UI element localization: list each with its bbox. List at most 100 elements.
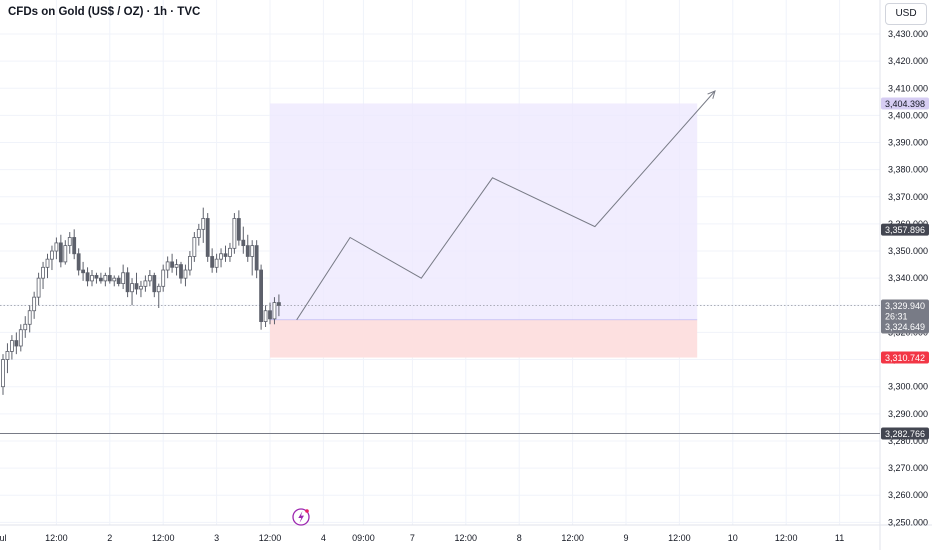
candle: [245, 245, 250, 257]
x-tick-label: ul: [0, 533, 7, 543]
x-tick-label: 7: [410, 533, 415, 543]
y-tick-label: 3,390.000: [888, 138, 928, 148]
chart-title[interactable]: CFDs on Gold (US$ / OZ) · 1h · TVC: [8, 6, 201, 18]
candle: [170, 261, 175, 268]
support-price-badge[interactable]: [881, 427, 929, 440]
x-tick-label: 4: [321, 533, 326, 543]
target-price-badge[interactable]: [881, 97, 929, 110]
candle: [210, 256, 215, 268]
candle: [63, 245, 68, 263]
lightning-icon[interactable]: [292, 508, 310, 526]
candle: [183, 269, 188, 279]
candle: [90, 275, 94, 282]
candle: [152, 275, 157, 293]
candle: [45, 258, 50, 268]
candle: [156, 285, 161, 293]
candle: [67, 237, 72, 247]
candle: [228, 247, 232, 257]
candle: [205, 218, 210, 257]
y-tick-label: 3,300.000: [888, 382, 928, 392]
y-tick-label: 3,420.000: [888, 56, 928, 66]
candle: [241, 239, 246, 247]
candle: [112, 277, 117, 282]
candle: [18, 329, 23, 347]
target-zone[interactable]: [270, 103, 698, 320]
candle: [41, 266, 45, 279]
candle: [259, 269, 264, 322]
candle: [223, 253, 228, 257]
candle: [54, 242, 59, 252]
x-tick-label: 12:00: [45, 533, 68, 543]
y-tick-label: 3,340.000: [888, 273, 928, 283]
candle: [214, 258, 219, 268]
y-tick-label: 3,370.000: [888, 192, 928, 202]
current-price-badge-text: 3,324.649: [885, 322, 925, 332]
x-tick-label: 12:00: [775, 533, 798, 543]
candle: [254, 245, 259, 271]
candle: [165, 261, 170, 271]
candle: [1, 359, 5, 388]
y-tick-label: 3,260.000: [888, 490, 928, 500]
candle: [81, 269, 85, 274]
candle: [85, 272, 90, 282]
candle: [125, 272, 130, 293]
candle: [174, 264, 179, 268]
candle: [23, 323, 28, 331]
currency-selector[interactable]: USD: [885, 3, 927, 25]
candle: [139, 285, 143, 290]
level-price-badge-text: 3,357.896: [885, 225, 925, 235]
candle: [179, 264, 183, 279]
x-tick-label: 12:00: [668, 533, 691, 543]
y-tick-label: 3,380.000: [888, 165, 928, 175]
candle: [250, 245, 255, 257]
x-tick-label: 9: [623, 533, 628, 543]
y-tick-label: 3,290.000: [888, 409, 928, 419]
projected-path[interactable]: [296, 90, 716, 321]
x-tick-label: 8: [517, 533, 522, 543]
candle: [272, 302, 277, 320]
stop-price-badge-text: 3,310.742: [885, 353, 925, 363]
candle: [94, 275, 99, 279]
candle: [219, 253, 223, 260]
stop-price-badge[interactable]: [881, 351, 929, 364]
candle: [232, 218, 237, 249]
candle: [192, 237, 197, 257]
y-tick-label: 3,280.000: [888, 436, 928, 446]
candle: [32, 296, 37, 312]
x-tick-label: 12:00: [259, 533, 282, 543]
candle: [196, 228, 201, 238]
candle: [116, 277, 121, 284]
candle: [187, 256, 192, 271]
candle: [50, 250, 54, 260]
y-tick-label: 3,410.000: [888, 83, 928, 93]
current-price-badge[interactable]: [881, 299, 929, 334]
candle: [236, 218, 241, 241]
current-price-badge-text: 26:31: [885, 311, 908, 321]
candle: [134, 283, 139, 290]
candle: [103, 275, 108, 282]
y-tick-label: 3,400.000: [888, 110, 928, 120]
x-tick-label: 2: [107, 533, 112, 543]
candle: [263, 310, 268, 322]
target-price-badge-text: 3,404.398: [885, 99, 925, 109]
candle: [36, 277, 41, 298]
candle: [143, 280, 148, 287]
candle: [276, 302, 281, 306]
x-tick-label: 12:00: [561, 533, 584, 543]
support-price-badge-text: 3,282.766: [885, 429, 925, 439]
candle: [58, 242, 63, 263]
candle: [27, 310, 32, 325]
candle: [107, 275, 112, 282]
candle: [201, 218, 206, 230]
level-price-badge[interactable]: [881, 223, 929, 236]
x-tick-label: 3: [214, 533, 219, 543]
candle: [268, 310, 272, 320]
candle: [147, 275, 152, 282]
candle: [9, 340, 14, 352]
candle: [72, 237, 77, 255]
candle: [14, 340, 19, 347]
stop-zone[interactable]: [270, 319, 698, 358]
y-tick-label: 3,250.000: [888, 517, 928, 527]
candle: [161, 269, 166, 287]
